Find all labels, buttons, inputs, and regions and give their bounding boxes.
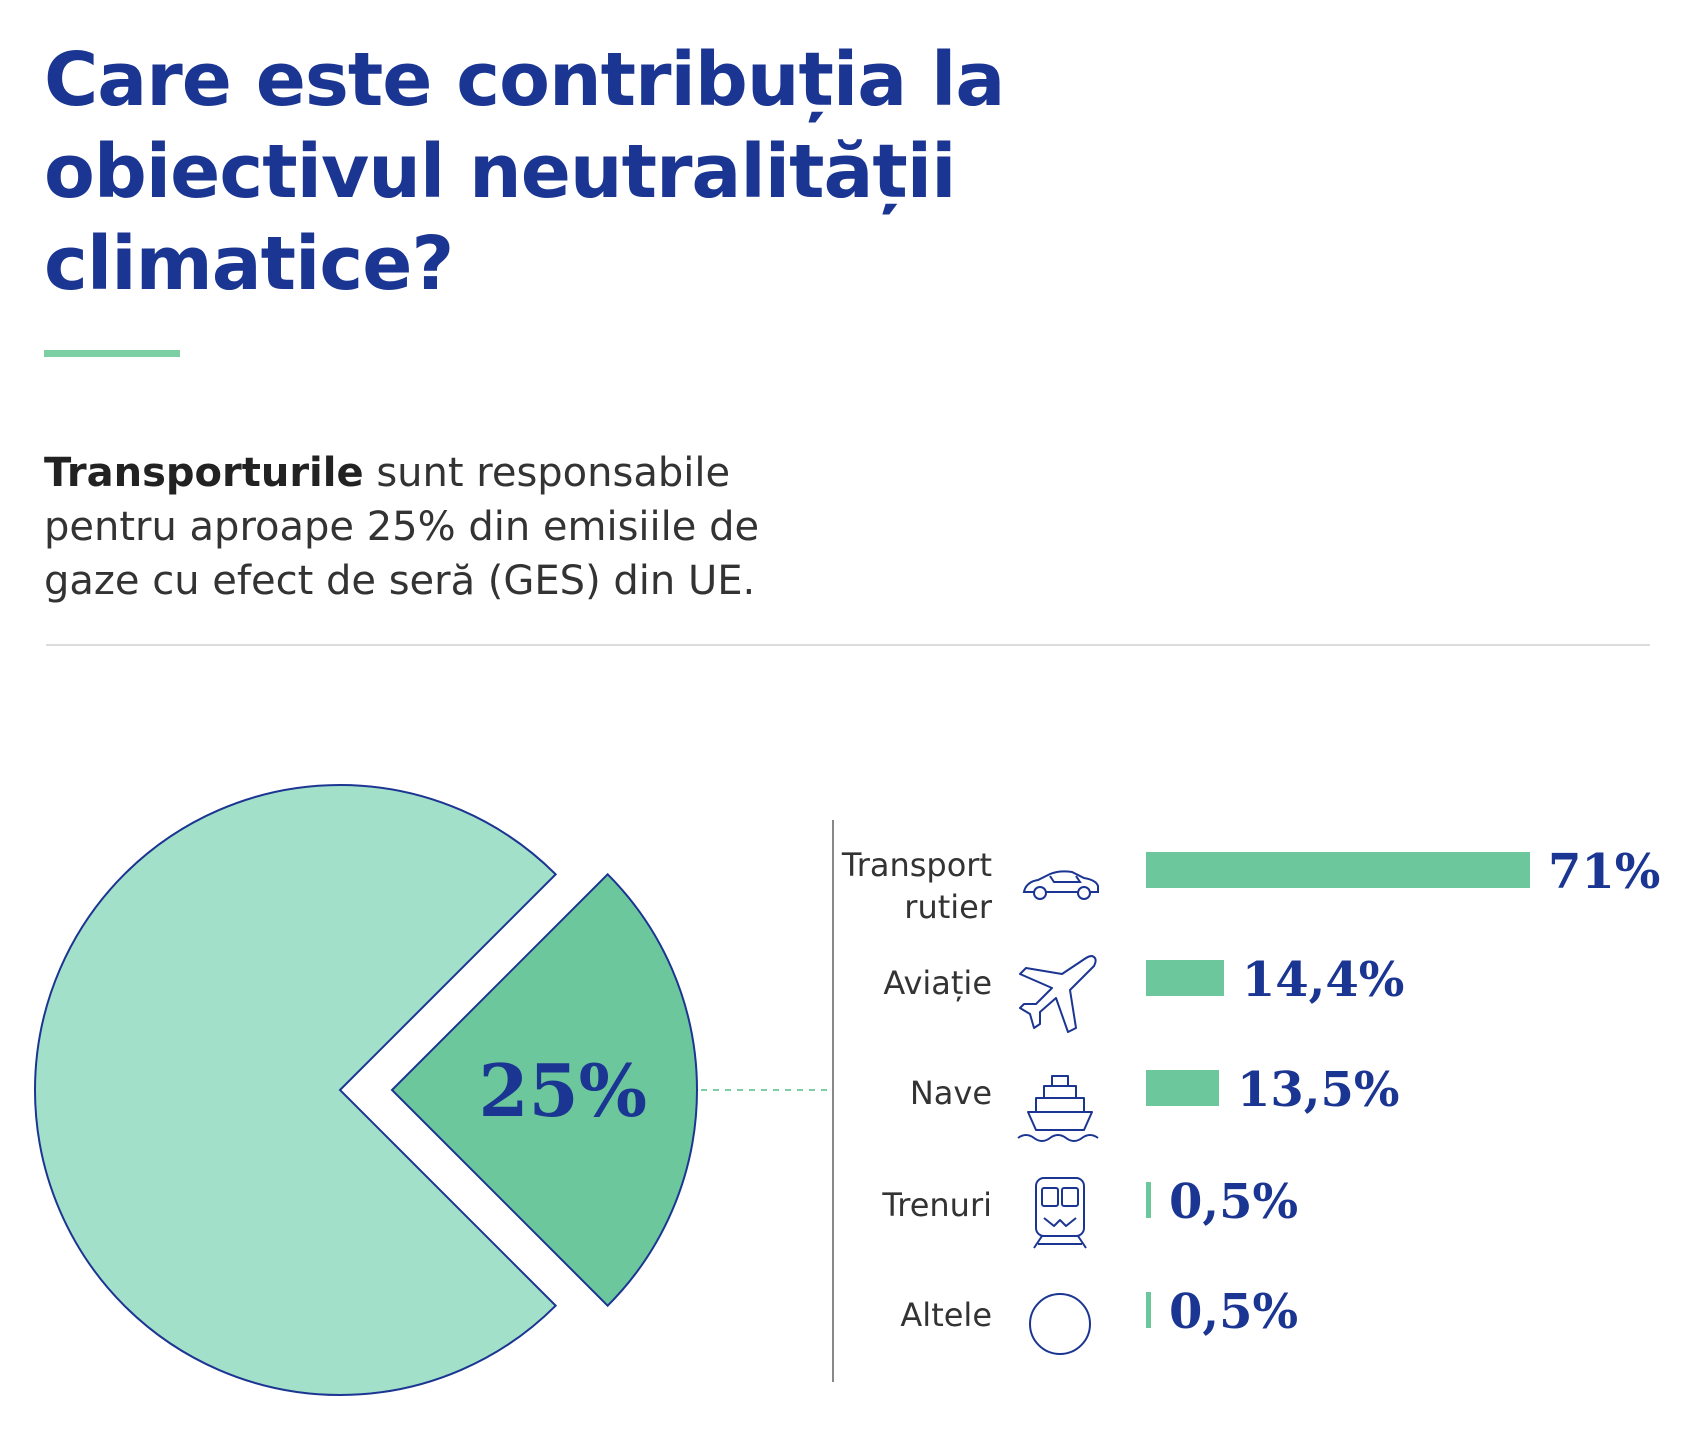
bar-axis [832,820,834,1382]
bar-value-label: 0,5% [1169,1174,1299,1230]
title-line-2: obiectivul neutralității [44,129,957,215]
bar [1146,1070,1219,1106]
title-line-3: climatice? [44,221,454,307]
circle-icon [1014,1278,1106,1370]
bar-value-label: 13,5% [1237,1062,1400,1118]
bar-category-line: Transport [841,846,992,884]
bar-category-label: Aviație [834,962,992,1004]
bar-row: Trenuri 0,5% [834,1174,1686,1262]
bar [1146,852,1530,888]
ship-icon [1014,1056,1106,1148]
intro-rest: sunt responsabile pentru aproape 25% din… [44,450,760,604]
bar [1146,1182,1151,1218]
bar-row: Aviație 14,4% [834,952,1686,1040]
bar-row: Transport rutier 71% [834,844,1686,932]
section-divider [46,644,1650,646]
bar-category-label: Transport rutier [834,844,992,928]
bar-category-line: Aviație [883,964,992,1002]
bar-category-label: Altele [834,1294,992,1336]
bar-value-label: 71% [1548,844,1661,900]
page-title: Care este contribuția la obiectivul neut… [44,34,1044,310]
bar-category-line: rutier [904,888,992,926]
bar [1146,1292,1151,1328]
pie-slice-rest [34,784,558,1396]
airplane-icon [1014,946,1106,1038]
bar-row: Nave 13,5% [834,1062,1686,1150]
train-icon [1014,1168,1106,1260]
bar-category-line: Nave [909,1074,992,1112]
bar-category-label: Nave [834,1072,992,1114]
pie-chart: 25% [34,784,832,1396]
car-icon [1014,838,1106,930]
bar-category-line: Altele [900,1296,992,1334]
pie-slice-transport [390,872,698,1308]
bar [1146,960,1224,996]
title-line-1: Care este contribuția la [44,37,1005,123]
intro-bold: Transporturile [44,450,364,496]
bar-category-label: Trenuri [834,1184,992,1226]
intro-text: Transporturile sunt responsabile pentru … [44,446,804,608]
pie-slice-label: 25% [478,1048,647,1133]
bar-value-label: 14,4% [1241,952,1405,1008]
bar-value-label: 0,5% [1169,1284,1299,1340]
title-underline [44,350,180,357]
bar-category-line: Trenuri [882,1186,992,1224]
bar-row: Altele 0,5% [834,1284,1686,1372]
